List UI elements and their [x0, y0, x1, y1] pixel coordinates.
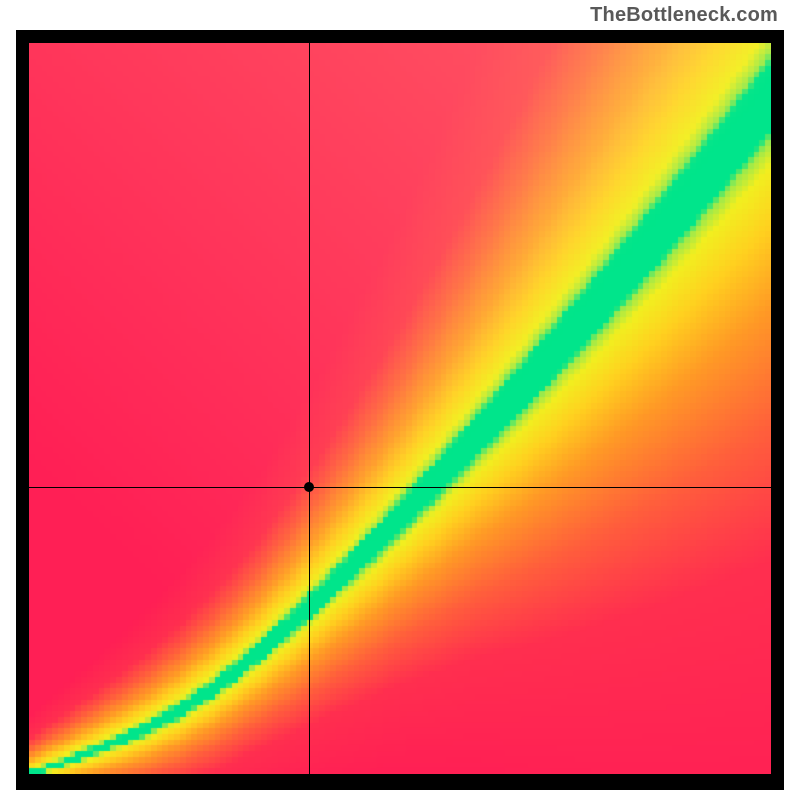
plot-area[interactable] [29, 43, 771, 774]
heatmap-canvas [29, 43, 771, 774]
chart-container: TheBottleneck.com [0, 0, 800, 800]
plot-frame [16, 30, 784, 790]
watermark-label: TheBottleneck.com [590, 4, 778, 27]
